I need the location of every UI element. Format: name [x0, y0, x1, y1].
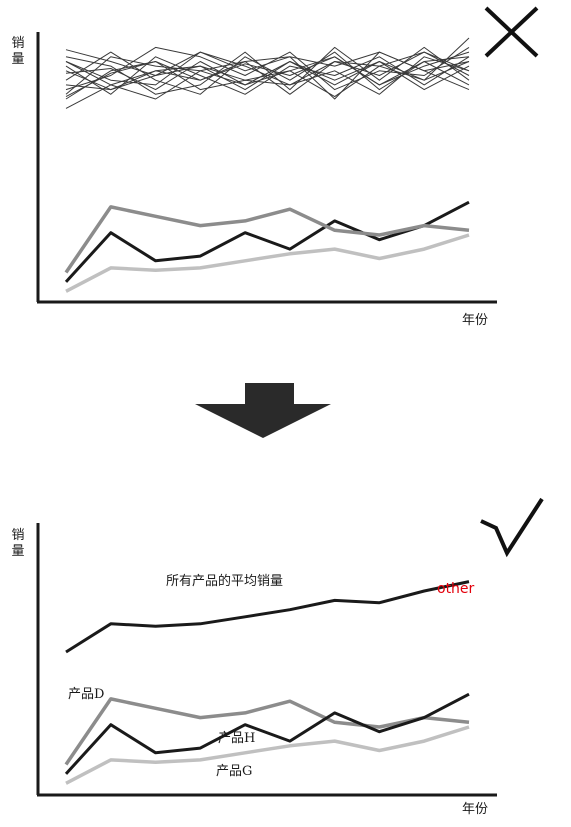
- x-axis-label: 年份: [462, 802, 488, 817]
- series-line-17: [65, 56, 470, 86]
- series-line-average: [65, 580, 470, 654]
- bottom-series-group: [64, 580, 470, 785]
- series-line-highlight-g: [65, 233, 470, 293]
- top-chart-panel: 销 量 年份: [11, 6, 539, 328]
- series-line-highlight-h: [64, 200, 470, 283]
- series-line-7: [65, 56, 470, 98]
- arrow-down-icon: [195, 383, 331, 438]
- series-line-highlight-d: [64, 205, 470, 274]
- x-axis-label: 年份: [462, 313, 488, 328]
- other-label: other: [437, 581, 475, 597]
- y-axis-label-char-1: 销: [11, 36, 24, 51]
- cross-icon: [484, 6, 539, 58]
- product-g-label: 产品G: [216, 764, 252, 779]
- bottom-chart-panel: 销 量 年份 所有产品的平均销量 other 产品D 产品H 产品G: [11, 497, 544, 817]
- average-series-label: 所有产品的平均销量: [166, 573, 283, 589]
- y-axis-label-char-2: 量: [11, 544, 24, 559]
- y-axis-label-char-1: 销: [11, 528, 24, 543]
- series-line-product-g: [65, 725, 470, 785]
- series-line-product-h: [64, 692, 470, 775]
- check-icon: [480, 497, 544, 558]
- product-d-label: 产品D: [68, 687, 104, 702]
- product-h-label: 产品H: [218, 731, 255, 746]
- series-line-16: [65, 51, 470, 100]
- series-line-13: [65, 46, 470, 95]
- y-axis-label-char-2: 量: [11, 52, 24, 67]
- series-line-product-d: [64, 697, 470, 766]
- series-line-14: [65, 56, 470, 95]
- top-series-group: [64, 37, 470, 293]
